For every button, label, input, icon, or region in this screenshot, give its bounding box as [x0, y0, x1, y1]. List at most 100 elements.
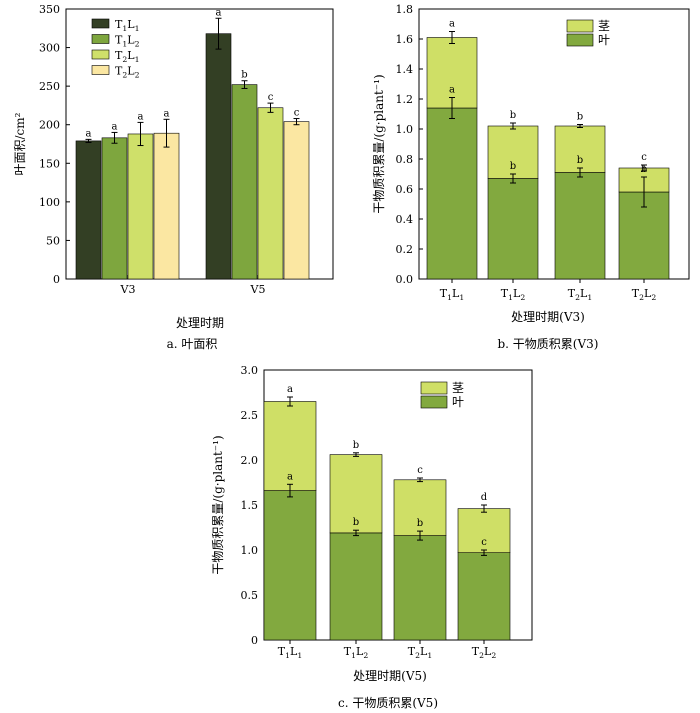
bar-leaf	[554, 172, 606, 280]
bar-stem	[487, 125, 539, 179]
legend-label: T2L2	[115, 65, 140, 80]
letter: T	[501, 287, 509, 300]
legend-label: 茎	[452, 381, 464, 395]
y-axis-title: 干物质积累量/(g·plant⁻¹)	[211, 435, 225, 574]
bar-stem	[393, 479, 447, 536]
significance-letter: b	[241, 70, 247, 81]
significance-letter: a	[112, 121, 118, 132]
legend-swatch	[420, 395, 448, 409]
letter: T	[278, 645, 286, 658]
y-tick-label: 0.2	[396, 243, 414, 256]
chart-dry-matter-v5: 00.51.01.52.02.53.0aaT1L1bbT1L2bcT2L1cdT…	[211, 364, 533, 710]
significance-letter-leaf: b	[510, 161, 516, 172]
significance-letter: c	[294, 108, 300, 119]
bar-leaf	[457, 552, 511, 641]
subscript: 2	[135, 40, 140, 49]
bar	[231, 84, 258, 280]
letter: L	[290, 645, 298, 658]
legend-label: T2L1	[115, 49, 139, 64]
subscript: 2	[479, 651, 484, 660]
letter: L	[420, 645, 428, 658]
y-tick-label: 50	[46, 234, 60, 247]
bar-leaf	[329, 532, 383, 641]
significance-letter-leaf: b	[353, 517, 359, 528]
y-tick-label: 0.5	[241, 589, 259, 602]
letter: L	[356, 645, 364, 658]
y-tick-label: 0.4	[396, 213, 414, 226]
y-tick-label: 1.6	[396, 33, 414, 46]
x-tick-label: T1L2	[501, 287, 526, 302]
x-tick-label: T1L1	[440, 287, 464, 302]
bar	[283, 121, 310, 280]
subscript: 1	[459, 293, 464, 302]
significance-letter-leaf: c	[481, 537, 487, 548]
subscript: 1	[351, 651, 356, 660]
letter: T	[115, 65, 123, 78]
letter: L	[127, 49, 135, 62]
caption: b. 干物质积累(V3)	[498, 337, 599, 351]
bar-leaf	[487, 178, 539, 280]
y-tick-label: 150	[39, 157, 60, 170]
x-axis-title: 处理时期(V5)	[353, 669, 427, 683]
subscript: 2	[415, 651, 420, 660]
subscript: 2	[135, 71, 140, 80]
legend-swatch	[91, 49, 110, 60]
y-tick-label: 350	[39, 3, 60, 16]
x-axis-title: 处理时期	[176, 316, 224, 330]
legend-swatch	[91, 18, 110, 29]
x-tick-label: T1L1	[278, 645, 302, 660]
y-tick-label: 1.8	[396, 3, 414, 16]
x-tick-label: V3	[120, 283, 136, 296]
y-tick-label: 3.0	[241, 364, 259, 377]
subscript: 1	[122, 40, 127, 49]
bar-stem	[263, 401, 317, 491]
subscript: 2	[363, 651, 368, 660]
significance-letter-total: a	[287, 384, 293, 395]
letter: L	[513, 287, 521, 300]
y-tick-label: 0.0	[396, 273, 414, 286]
subscript: 1	[135, 55, 140, 64]
bar-leaf	[393, 535, 447, 641]
x-tick-label: V5	[250, 283, 266, 296]
caption: a. 叶面积	[167, 337, 218, 351]
caption: c. 干物质积累(V5)	[338, 696, 438, 710]
significance-letter-total: b	[577, 112, 583, 123]
y-tick-label: 1.0	[241, 544, 259, 557]
legend-label: 叶	[598, 33, 610, 47]
legend-label: T1L1	[115, 18, 139, 33]
plot-frame	[65, 8, 334, 280]
bar	[205, 33, 232, 280]
subscript: 2	[639, 293, 644, 302]
letter: T	[632, 287, 640, 300]
bar-leaf	[263, 490, 317, 641]
legend-label: T1L2	[115, 34, 140, 49]
letter: L	[644, 287, 652, 300]
subscript: 2	[651, 293, 656, 302]
letter: L	[452, 287, 460, 300]
bar-stem	[554, 125, 606, 173]
letter: T	[344, 645, 352, 658]
significance-letter-leaf: b	[417, 518, 423, 529]
significance-letter-total: a	[449, 19, 455, 30]
legend-swatch	[420, 381, 448, 395]
letter: T	[408, 645, 416, 658]
bar	[153, 132, 180, 280]
letter: L	[484, 645, 492, 658]
subscript: 2	[520, 293, 525, 302]
subscript: 2	[122, 55, 127, 64]
y-tick-label: 1.0	[396, 123, 414, 136]
significance-letter: a	[216, 7, 222, 18]
bar	[257, 107, 284, 280]
y-tick-label: 200	[39, 119, 60, 132]
bar-stem	[457, 508, 511, 554]
subscript: 1	[508, 293, 513, 302]
letter: T	[115, 49, 123, 62]
letter: T	[440, 287, 448, 300]
subscript: 1	[427, 651, 432, 660]
chart-dry-matter-v3: 0.00.20.40.60.81.01.21.41.61.8aaT1L1bbT1…	[372, 3, 690, 351]
y-tick-label: 0	[53, 273, 60, 286]
letter: L	[127, 65, 135, 78]
bar-leaf	[426, 107, 478, 280]
y-tick-label: 300	[39, 42, 60, 55]
